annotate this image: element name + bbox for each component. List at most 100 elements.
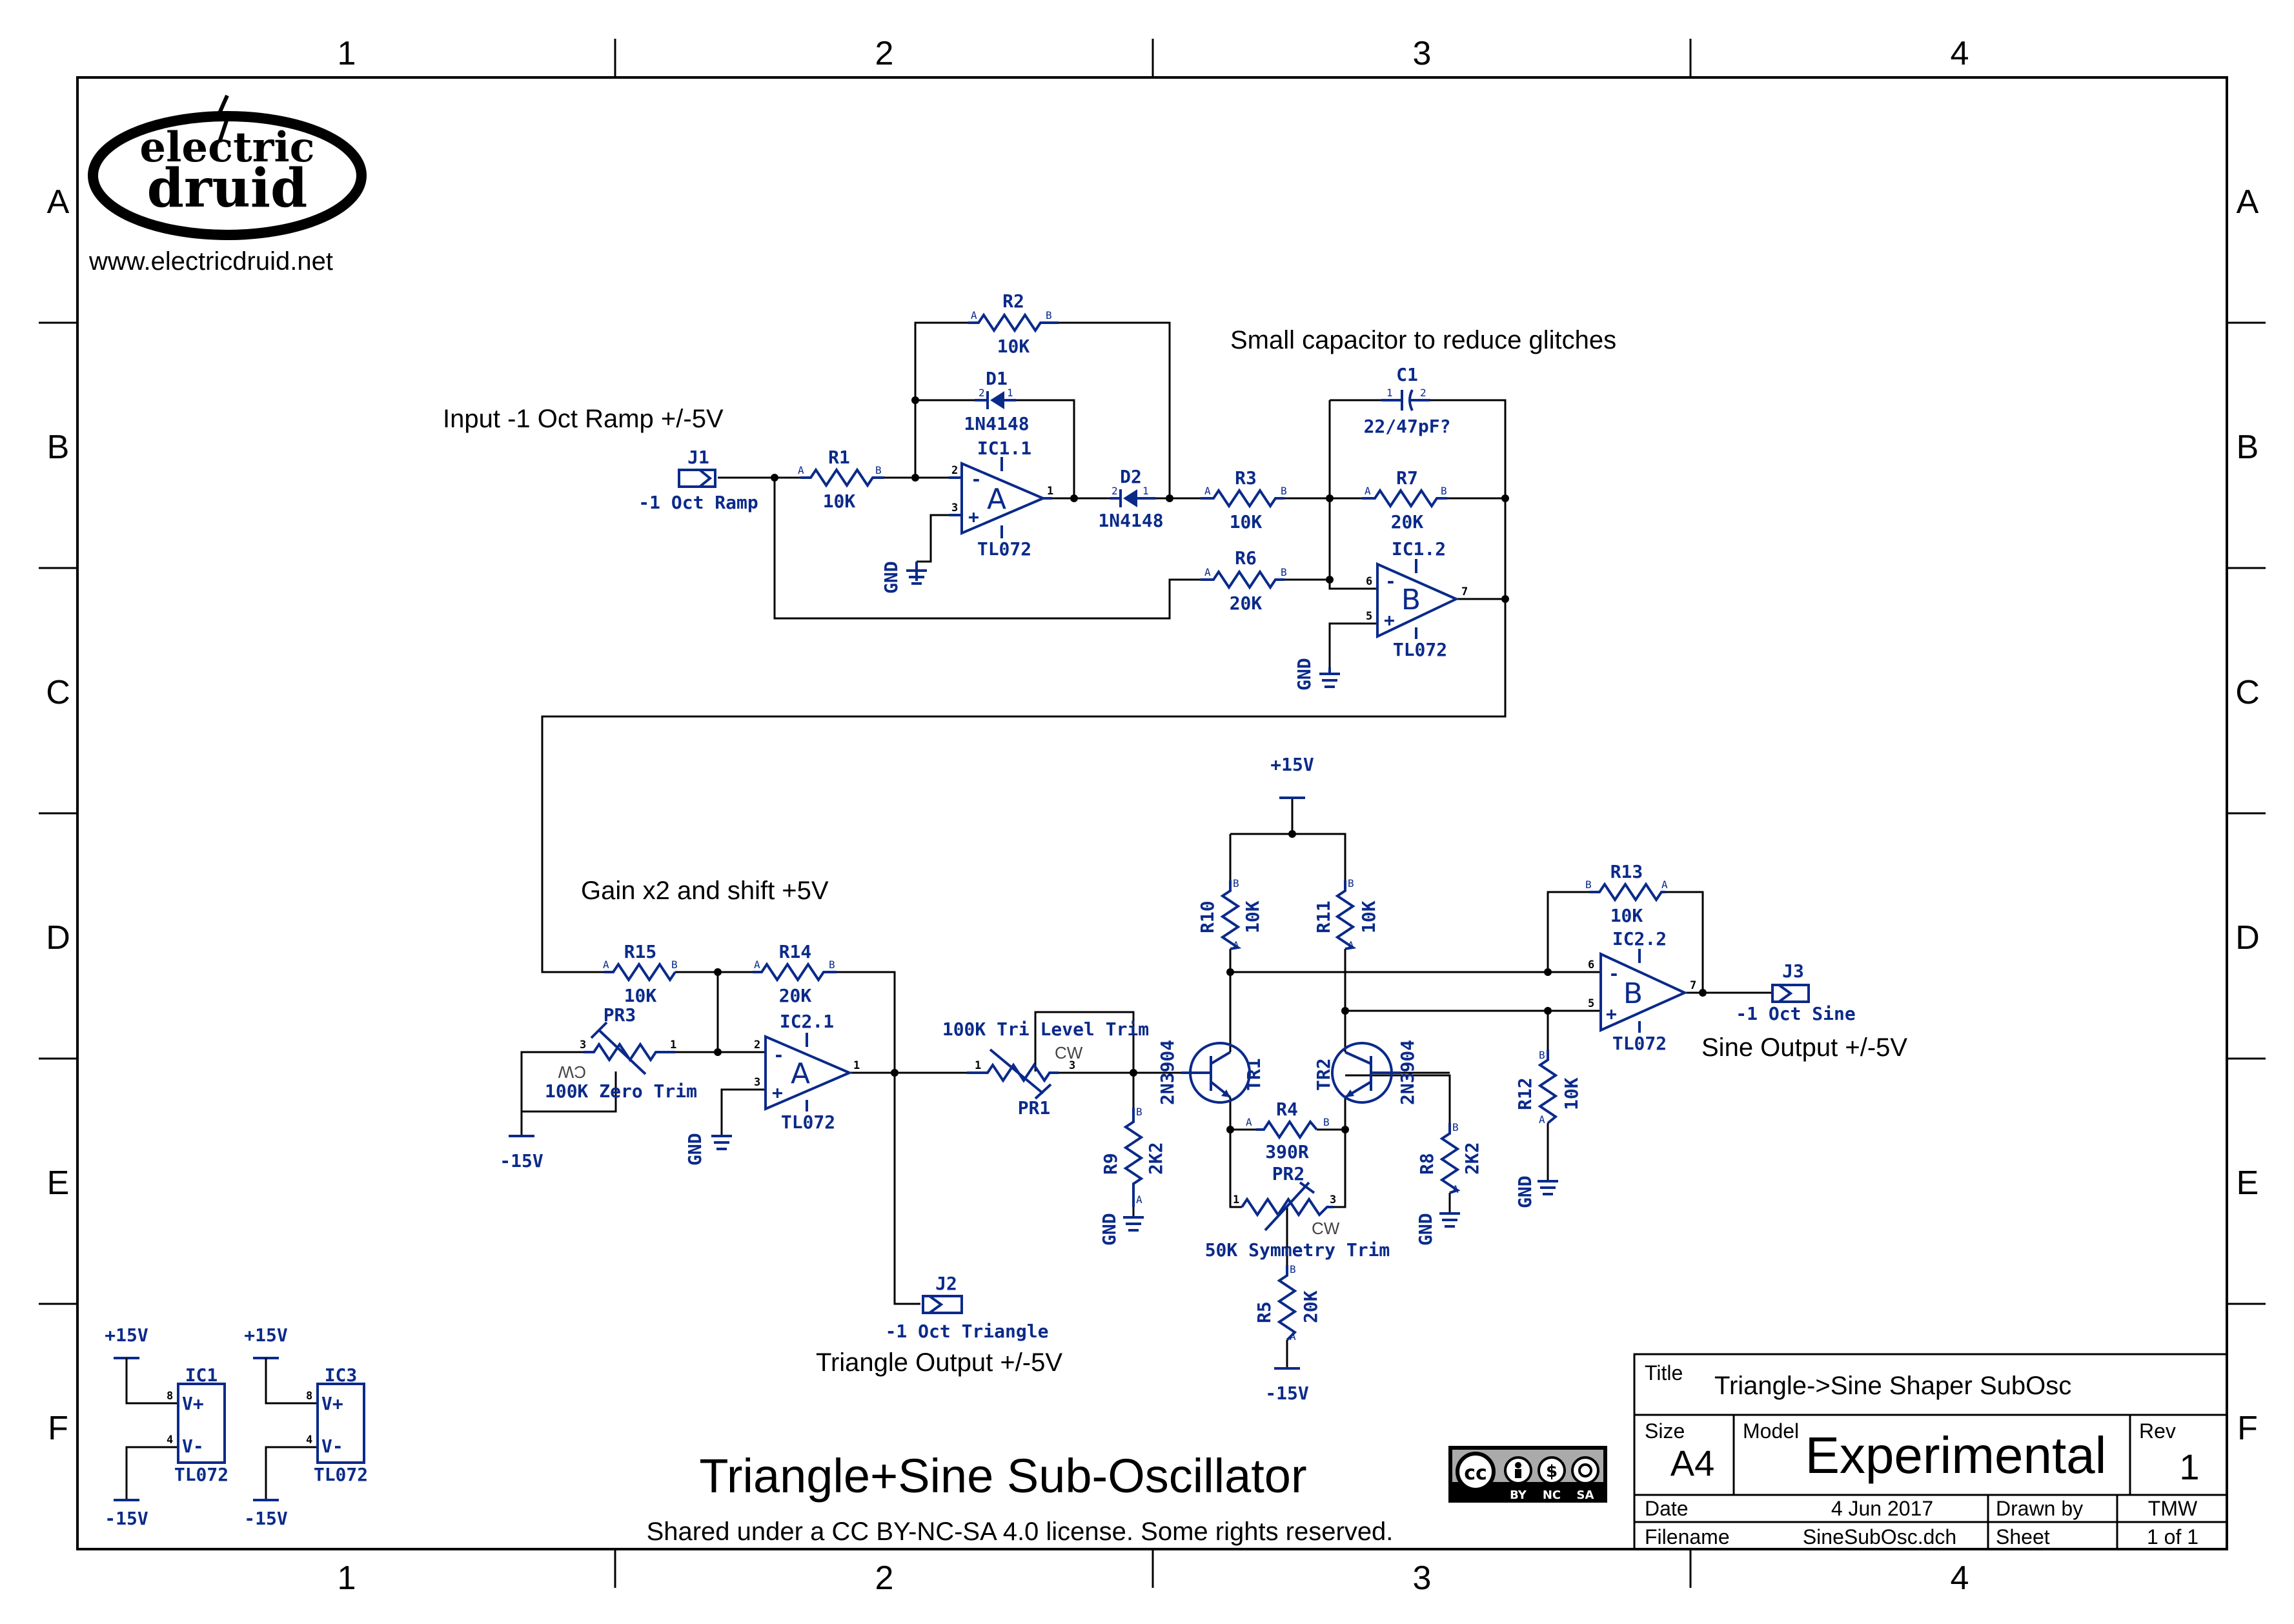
j2-value: -1 Oct Triangle xyxy=(886,1321,1049,1342)
tb-drawnby-label: Drawn by xyxy=(1996,1497,2083,1520)
r8-ref: R8 xyxy=(1416,1153,1437,1175)
pr3-cw: CW xyxy=(558,1062,586,1082)
grid-col-3-bottom: 3 xyxy=(1413,1559,1432,1597)
j1-ref: J1 xyxy=(687,447,709,468)
resistor-r15: A B R15 10K xyxy=(603,941,678,1006)
j3-ref: J3 xyxy=(1782,960,1804,982)
svg-text:1: 1 xyxy=(1007,387,1013,399)
sa-icon xyxy=(1571,1456,1599,1485)
svg-text:8: 8 xyxy=(306,1390,312,1403)
svg-text:A: A xyxy=(1204,566,1211,578)
svg-text:A: A xyxy=(1452,1183,1459,1195)
pr1-cw: CW xyxy=(1055,1043,1083,1062)
gnd-label-4: GND xyxy=(1099,1213,1120,1246)
tb-model-label: Model xyxy=(1743,1419,1799,1443)
tb-rev-label: Rev xyxy=(2139,1419,2176,1443)
sheet-heading: Triangle+Sine Sub-Oscillator xyxy=(699,1449,1306,1503)
grid-col-1-top: 1 xyxy=(338,35,356,72)
trimmer-pr3: 3 1 PR3 CW 100K Zero Trim xyxy=(545,1004,697,1102)
resistor-r12: B A R12 10K xyxy=(1514,1049,1582,1126)
ic3-ref: IC3 xyxy=(325,1365,358,1386)
ic2-2-value: TL072 xyxy=(1612,1033,1667,1054)
junction-dots xyxy=(714,396,1707,1133)
grid-row-c-right: C xyxy=(2235,674,2260,711)
logo-line2: druid xyxy=(147,157,308,219)
ic3-neg15: -15V xyxy=(244,1508,288,1529)
pr1-value: 100K Tri Level Trim xyxy=(942,1019,1149,1040)
cc-license-badge: cc $ BY NC SA xyxy=(1448,1446,1607,1503)
tr1-value: 2N3904 xyxy=(1157,1040,1178,1105)
tr2-ref: TR2 xyxy=(1313,1058,1334,1091)
grid-col-2-bottom: 2 xyxy=(875,1559,894,1597)
diode-d1: 2 1 D1 1N4148 xyxy=(964,368,1029,434)
ic2-1-minus: - xyxy=(773,1044,784,1066)
resistor-r5: B A R5 20K xyxy=(1254,1263,1321,1343)
svg-text:B: B xyxy=(1452,1121,1459,1133)
capacitor-c1: 1 2 C1 22/47pF? xyxy=(1364,364,1451,437)
c1-value: 22/47pF? xyxy=(1364,416,1451,437)
svg-text:B: B xyxy=(1323,1116,1330,1128)
grid-row-d-left: D xyxy=(46,919,70,957)
svg-text:$: $ xyxy=(1546,1462,1558,1481)
ic3-vminus: V- xyxy=(321,1436,343,1457)
svg-text:A: A xyxy=(1246,1116,1252,1128)
ic2-1-unit: A xyxy=(791,1057,810,1090)
j2-ref: J2 xyxy=(935,1273,957,1294)
svg-text:3: 3 xyxy=(1069,1059,1075,1072)
note-sine-output: Sine Output +/-5V xyxy=(1701,1033,1907,1062)
gnd-label-2: GND xyxy=(1294,658,1315,691)
gnd-symbol-6: GND xyxy=(1514,1175,1558,1208)
note-triangle-output: Triangle Output +/-5V xyxy=(816,1348,1062,1377)
opamp-ic1-1: A - + 2 3 1 IC1.1 TL072 xyxy=(949,438,1053,560)
resistor-r2: A B R2 10K xyxy=(968,290,1059,357)
grid-col-4-top: 4 xyxy=(1951,35,1969,72)
resistor-r8: B A R8 2K2 xyxy=(1416,1121,1483,1195)
ic2-1-plus: + xyxy=(772,1082,783,1103)
gnd-label-5: GND xyxy=(1415,1213,1436,1246)
grid-row-b-right: B xyxy=(2237,429,2259,466)
svg-text:B: B xyxy=(1281,566,1287,578)
pr3-value: 100K Zero Trim xyxy=(545,1081,697,1102)
r1-value: 10K xyxy=(823,491,856,512)
r1-ref: R1 xyxy=(828,447,850,468)
svg-text:2: 2 xyxy=(1420,387,1426,399)
ic1-2-plus: + xyxy=(1384,609,1395,631)
svg-text:B: B xyxy=(1290,1263,1296,1275)
r14-ref: R14 xyxy=(779,941,812,962)
r14-value: 20K xyxy=(779,985,812,1006)
svg-text:B: B xyxy=(1585,878,1592,891)
cc-by-label: BY xyxy=(1510,1488,1527,1502)
tb-model-value: Experimental xyxy=(1805,1426,2107,1484)
r15-ref: R15 xyxy=(624,941,657,962)
svg-text:B: B xyxy=(829,959,835,971)
logo-line1: electric xyxy=(139,123,314,172)
r3-ref: R3 xyxy=(1235,467,1257,489)
connector-j3: J3 -1 Oct Sine xyxy=(1736,960,1855,1024)
ic1-vplus: V+ xyxy=(182,1393,204,1414)
svg-text:1: 1 xyxy=(1142,485,1149,497)
r10-ref: R10 xyxy=(1197,900,1218,933)
ic2-1-value: TL072 xyxy=(781,1111,835,1133)
d2-value: 1N4148 xyxy=(1098,510,1163,531)
svg-text:2: 2 xyxy=(979,387,985,399)
resistor-r9: B A R9 2K2 xyxy=(1100,1106,1166,1207)
svg-text:3: 3 xyxy=(580,1039,586,1051)
trimmer-pr2: 1 3 PR2 CW 50K Symmetry Trim xyxy=(1205,1163,1390,1261)
r2-ref: R2 xyxy=(1002,290,1024,312)
neg15-rail-1: -15V xyxy=(500,1135,543,1172)
resistor-r11: B A R11 10K xyxy=(1313,877,1379,951)
gnd-symbol-1: GND xyxy=(880,561,927,594)
neg15-label-1: -15V xyxy=(500,1150,543,1172)
svg-text:A: A xyxy=(1290,1330,1296,1343)
r11-value: 10K xyxy=(1358,900,1379,933)
tb-title-label: Title xyxy=(1645,1361,1683,1385)
pos15-label-main: +15V xyxy=(1270,754,1314,775)
opamp-ic2-1: A - + 2 3 1 IC2.1 TL072 xyxy=(754,1011,860,1133)
trimmer-pr1: 1 3 100K Tri Level Trim CW PR1 xyxy=(942,1019,1149,1119)
transistor-tr1: 2N3904 TR1 xyxy=(1157,1040,1264,1105)
svg-text:B: B xyxy=(1281,485,1287,497)
svg-text:B: B xyxy=(1046,309,1052,321)
svg-text:1: 1 xyxy=(1386,387,1393,399)
r12-value: 10K xyxy=(1561,1077,1582,1110)
tb-size-value: A4 xyxy=(1670,1443,1715,1483)
